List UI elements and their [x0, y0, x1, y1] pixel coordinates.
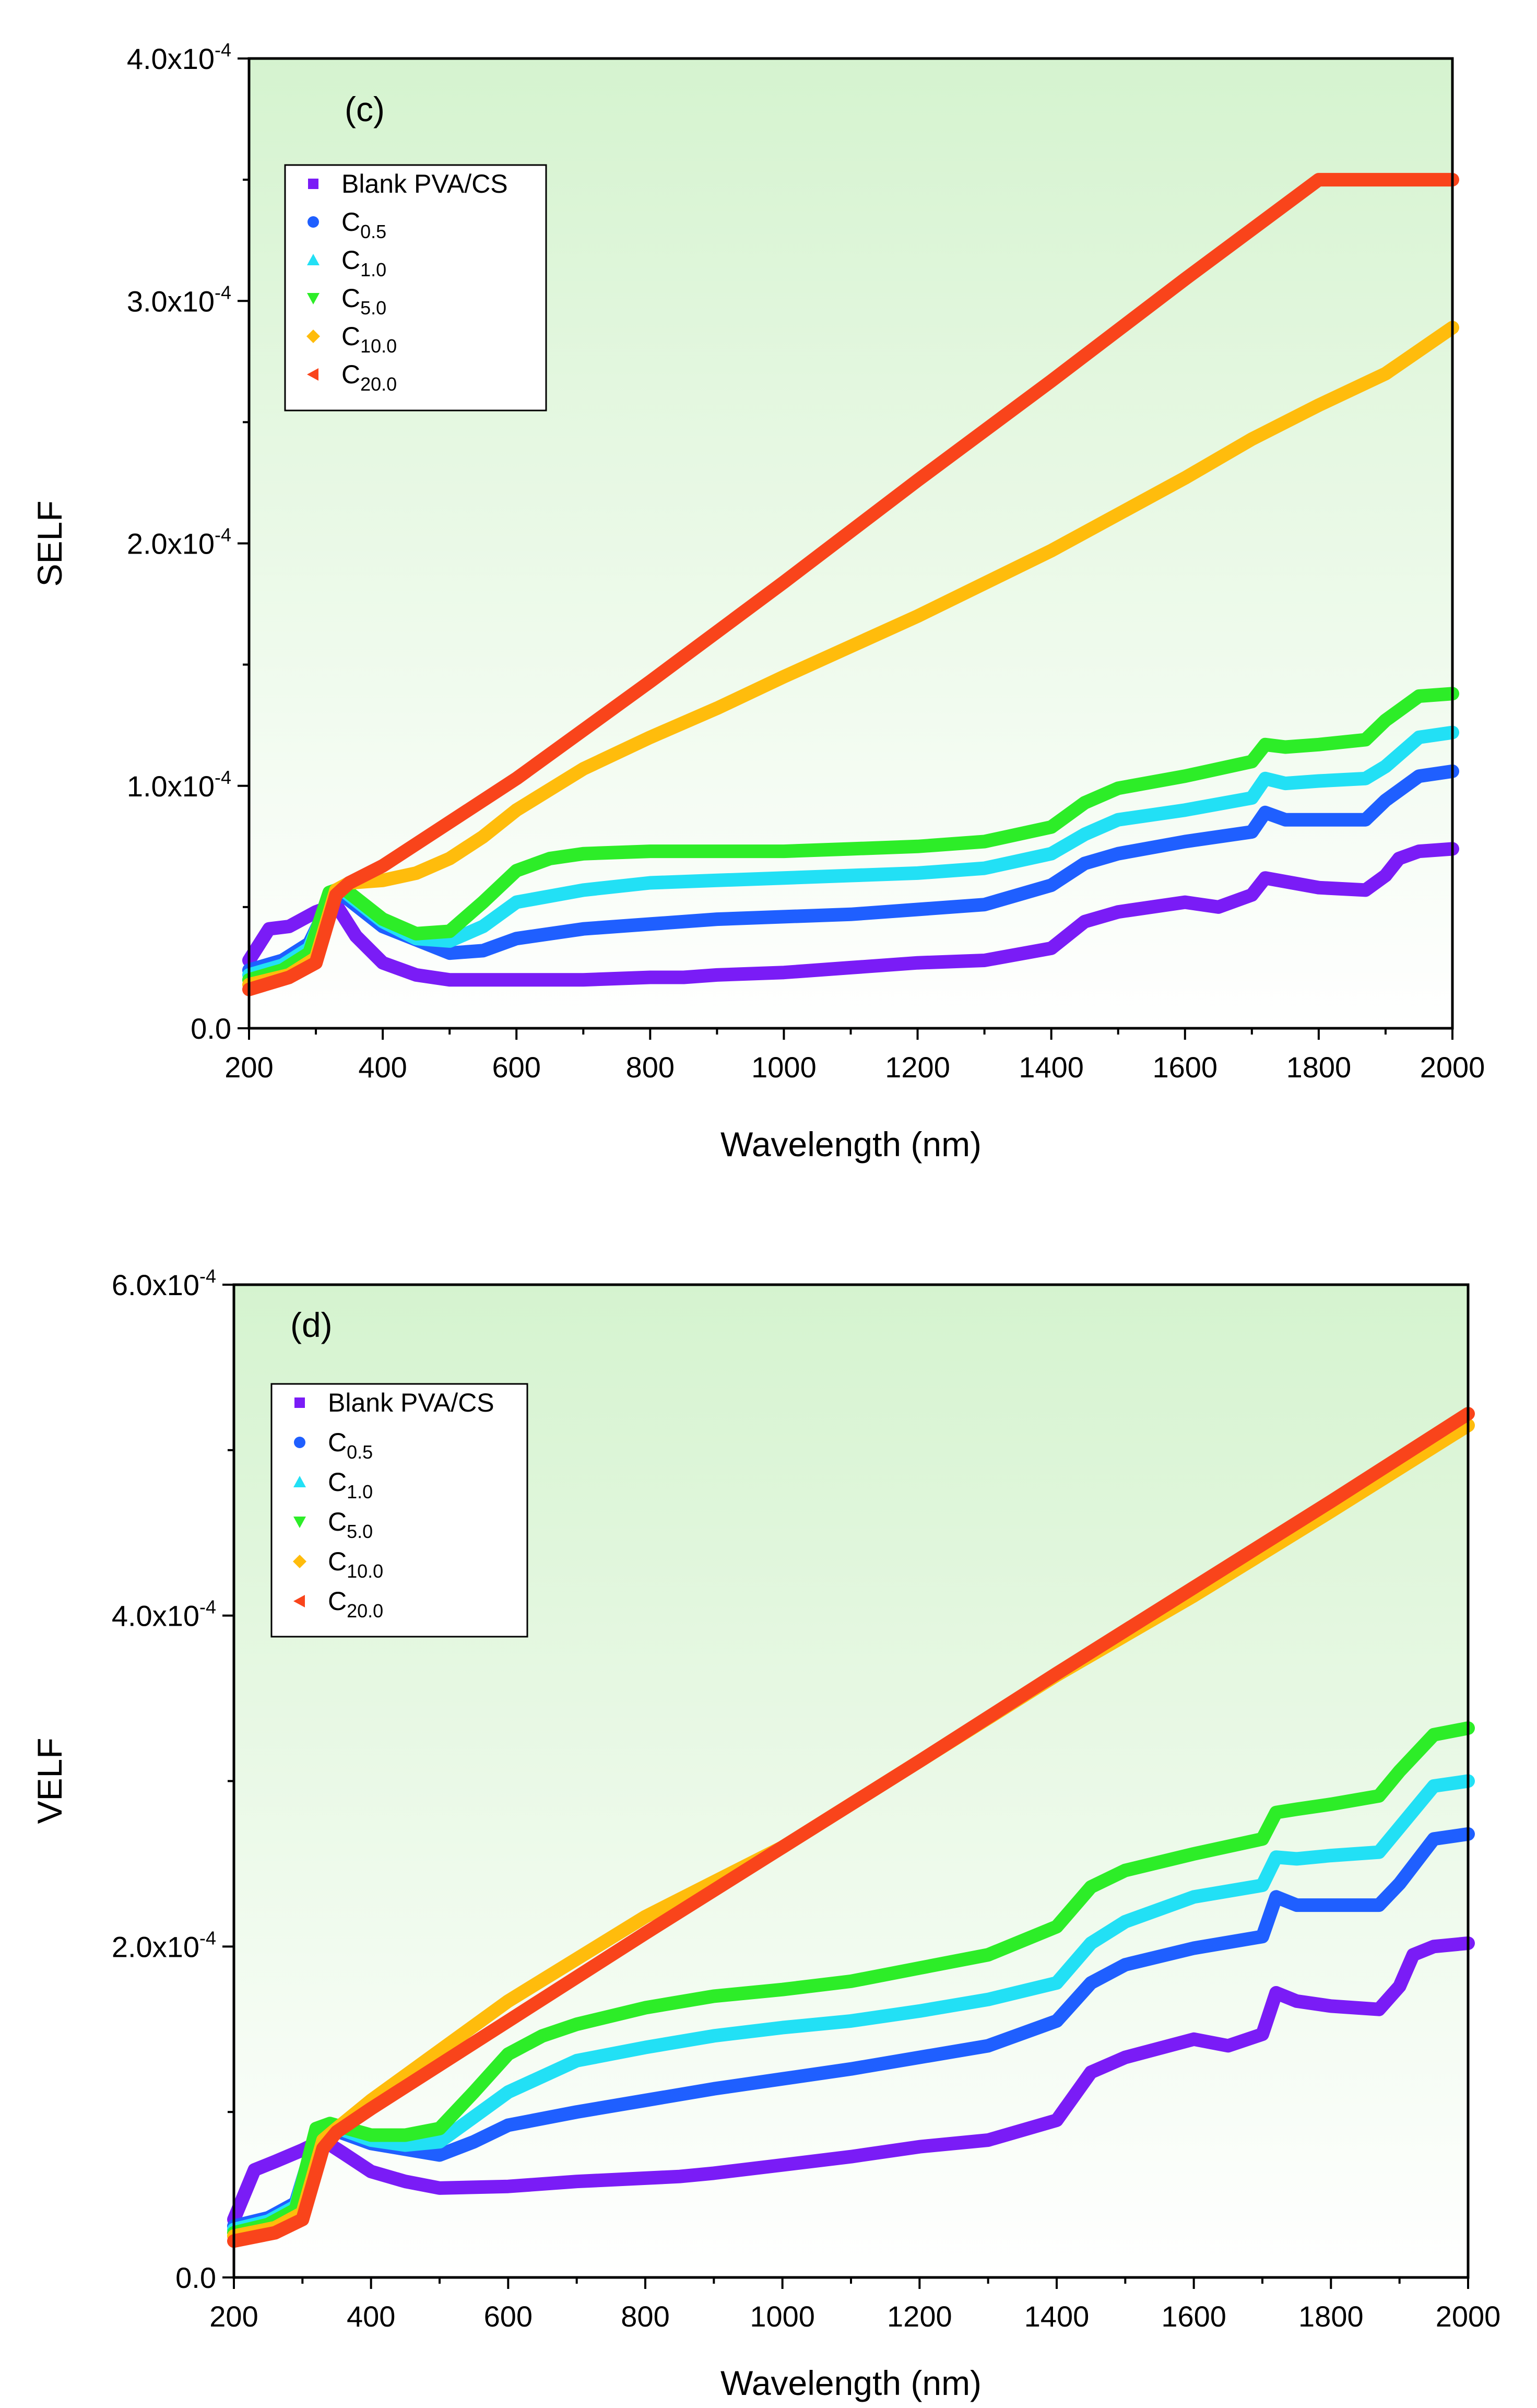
ticks-layer: 200 400 600 800 1000 1200 1400 1600 1800 2000 0.0 1… [127, 39, 1485, 1084]
y-tick-label: 0.0 [175, 2261, 216, 2294]
legend-label: C1.0 [341, 245, 386, 280]
legend-item: C20.0 [307, 360, 397, 395]
legend-item: Blank PVA/CS [294, 1388, 494, 1417]
x-axis-title: Wavelength (nm) [720, 1125, 982, 1164]
x-tick-label: 1600 [1152, 1051, 1217, 1084]
legend-label: C10.0 [341, 322, 397, 357]
series-line-0 [227, 1936, 1475, 2227]
series-line-0 [242, 842, 1459, 987]
legend-marker [293, 1476, 306, 1487]
x-tick-label: 600 [484, 2300, 533, 2333]
y-tick-label: 6.0x10-4 [112, 1265, 216, 1301]
y-tick-label: 3.0x10-4 [127, 281, 231, 318]
legend-item: C1.0 [307, 245, 386, 280]
y-axis-title: SELF [30, 500, 69, 586]
panel-label: (d) [290, 1306, 333, 1344]
legend-marker [294, 1437, 305, 1448]
y-tick-label: 4.0x10-4 [112, 1596, 216, 1632]
y-tick-label: 2.0x10-4 [112, 1927, 216, 1963]
x-tick-label: 1600 [1161, 2300, 1226, 2333]
series-line-3 [242, 687, 1459, 987]
y-tick-label: 2.0x10-4 [127, 524, 231, 560]
x-tick-label: 400 [347, 2300, 395, 2333]
x-tick-label: 600 [492, 1051, 541, 1084]
x-tick-label: 1000 [750, 2300, 815, 2333]
legend-label: Blank PVA/CS [328, 1388, 494, 1417]
x-tick-label: 1000 [751, 1051, 817, 1084]
x-tick-label: 400 [358, 1051, 407, 1084]
series-layer [242, 173, 1459, 996]
x-tick-label: 1200 [887, 2300, 952, 2333]
legend-item: C20.0 [293, 1587, 383, 1622]
legend-item: C5.0 [307, 284, 386, 319]
legend-marker [293, 1555, 306, 1568]
x-tick-label: 800 [626, 1051, 675, 1084]
legend-item: C0.5 [294, 1428, 373, 1463]
legend-marker [294, 1397, 305, 1408]
legend-marker [307, 254, 320, 265]
legend-label: Blank PVA/CS [341, 169, 508, 198]
legend-marker [293, 1517, 306, 1528]
legend-item: C1.0 [293, 1467, 373, 1502]
legend-label: C20.0 [328, 1587, 383, 1622]
y-tick-label: 4.0x10-4 [127, 39, 231, 75]
x-tick-label: 1400 [1024, 2300, 1090, 2333]
x-tick-label: 1800 [1286, 1051, 1352, 1084]
x-tick-label: 2000 [1420, 1051, 1485, 1084]
legend-label: C0.5 [341, 207, 386, 242]
legend-label: C20.0 [341, 360, 397, 395]
y-tick-label: 1.0x10-4 [127, 767, 231, 803]
panel-label: (c) [345, 90, 385, 128]
legend-label: C5.0 [328, 1507, 373, 1542]
series-line-5 [242, 173, 1459, 996]
legend-label: C10.0 [328, 1547, 383, 1582]
legend-item: C10.0 [306, 322, 397, 357]
legend-marker [306, 330, 320, 343]
x-tick-label: 1400 [1019, 1051, 1084, 1084]
legend-box [284, 164, 547, 412]
legend-label: C0.5 [328, 1428, 373, 1463]
x-tick-label: 800 [621, 2300, 669, 2333]
legend-marker [308, 179, 318, 189]
legend-item: C10.0 [293, 1547, 383, 1582]
x-tick-label: 2000 [1436, 2300, 1501, 2333]
legend-marker [293, 1595, 305, 1607]
legend-marker [307, 293, 320, 304]
legend-item: Blank PVA/CS [308, 169, 508, 198]
series-line-5 [227, 1407, 1475, 2248]
legend-box [270, 1383, 528, 1638]
legend-label: C5.0 [341, 284, 386, 319]
series-line-3 [227, 1721, 1475, 2240]
legend-label: C1.0 [328, 1467, 373, 1502]
panel-d: 200 400 600 800 1000 1200 1400 1600 1800 2000 0.0 2… [30, 1265, 1500, 2402]
x-axis-title: Wavelength (nm) [720, 2364, 982, 2402]
x-tick-label: 200 [209, 2300, 258, 2333]
y-axis-title: VELF [30, 1737, 69, 1824]
y-tick-label: 0.0 [191, 1012, 231, 1045]
x-tick-label: 1800 [1298, 2300, 1364, 2333]
ticks-layer: 200 400 600 800 1000 1200 1400 1600 1800 2000 0.0 2… [112, 1265, 1500, 2333]
legend-item: C0.5 [308, 207, 386, 242]
legend-item: C5.0 [293, 1507, 373, 1542]
series-layer [227, 1407, 1475, 2248]
x-tick-label: 200 [224, 1051, 273, 1084]
legend-marker [308, 216, 319, 228]
legend: Blank PVA/CS C0.5 C1.0 C5.0 C10.0 C20.0 [270, 1383, 528, 1638]
panel-c: 200 400 600 800 1000 1200 1400 1600 1800 2000 0.0 1… [30, 39, 1485, 1164]
x-tick-label: 1200 [885, 1051, 950, 1084]
legend-marker [307, 368, 318, 381]
